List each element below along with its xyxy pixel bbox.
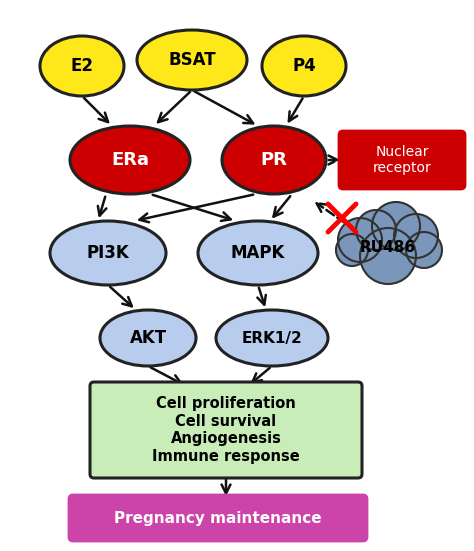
Text: Nuclear
receptor: Nuclear receptor (373, 145, 431, 175)
Text: Pregnancy maintenance: Pregnancy maintenance (114, 510, 322, 526)
Text: BSAT: BSAT (168, 51, 216, 69)
Circle shape (356, 210, 396, 250)
Text: PI3K: PI3K (87, 244, 129, 262)
Circle shape (336, 234, 368, 266)
Ellipse shape (40, 36, 124, 96)
Ellipse shape (222, 126, 326, 194)
Text: MAPK: MAPK (231, 244, 285, 262)
Circle shape (372, 202, 420, 250)
Circle shape (360, 228, 416, 284)
Ellipse shape (50, 221, 166, 285)
Text: PR: PR (261, 151, 287, 169)
Circle shape (338, 218, 382, 262)
Ellipse shape (137, 30, 247, 90)
Ellipse shape (216, 310, 328, 366)
Circle shape (406, 232, 442, 268)
FancyBboxPatch shape (339, 131, 465, 189)
Text: RU486: RU486 (360, 240, 416, 256)
Ellipse shape (70, 126, 190, 194)
FancyBboxPatch shape (90, 382, 362, 478)
Text: AKT: AKT (129, 329, 166, 347)
Ellipse shape (198, 221, 318, 285)
Ellipse shape (262, 36, 346, 96)
FancyBboxPatch shape (69, 495, 367, 541)
Text: E2: E2 (71, 57, 93, 75)
Text: Cell proliferation
Cell survival
Angiogenesis
Immune response: Cell proliferation Cell survival Angioge… (152, 396, 300, 463)
Circle shape (394, 214, 438, 258)
Text: ERK1/2: ERK1/2 (242, 331, 302, 345)
Text: P4: P4 (292, 57, 316, 75)
Text: ERa: ERa (111, 151, 149, 169)
Ellipse shape (100, 310, 196, 366)
